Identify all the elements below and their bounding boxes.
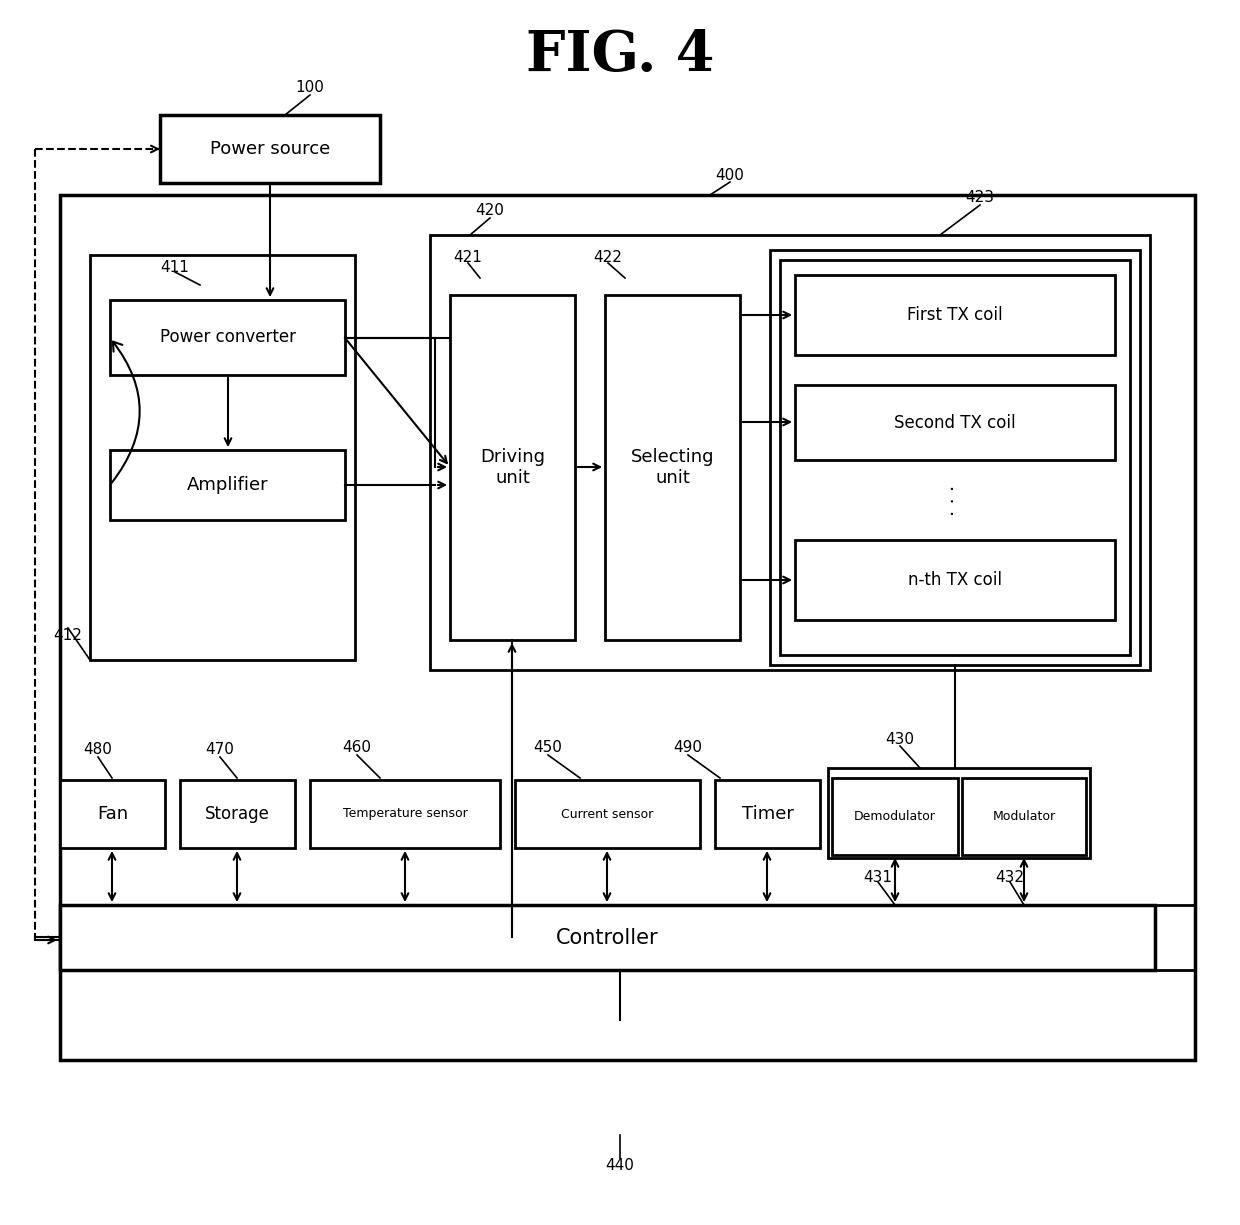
Text: 440: 440 xyxy=(605,1158,635,1172)
Bar xyxy=(770,250,1140,665)
Bar xyxy=(795,274,1115,355)
Text: FIG. 4: FIG. 4 xyxy=(526,27,714,82)
Text: 430: 430 xyxy=(885,733,915,747)
Bar xyxy=(91,255,355,660)
Bar xyxy=(60,195,1195,1060)
Text: 460: 460 xyxy=(342,740,372,756)
Bar xyxy=(310,780,500,848)
Text: Selecting
unit: Selecting unit xyxy=(631,448,714,486)
Text: Power source: Power source xyxy=(210,140,330,158)
Bar xyxy=(110,300,345,375)
Bar xyxy=(962,778,1086,855)
Bar xyxy=(180,780,295,848)
Bar xyxy=(450,295,575,639)
Bar xyxy=(60,780,165,848)
Text: 420: 420 xyxy=(476,202,505,218)
Text: 470: 470 xyxy=(206,742,234,757)
Bar xyxy=(515,780,701,848)
Text: 100: 100 xyxy=(295,81,325,96)
Text: 400: 400 xyxy=(715,168,744,183)
Text: 411: 411 xyxy=(160,261,190,276)
Text: 422: 422 xyxy=(594,250,622,266)
Text: n-th TX coil: n-th TX coil xyxy=(908,571,1002,589)
Text: First TX coil: First TX coil xyxy=(908,306,1003,323)
Bar xyxy=(160,115,379,183)
Text: Storage: Storage xyxy=(205,805,270,823)
Text: Temperature sensor: Temperature sensor xyxy=(342,807,467,821)
Text: 432: 432 xyxy=(996,871,1024,886)
Text: Driving
unit: Driving unit xyxy=(480,448,546,486)
Bar xyxy=(828,768,1090,858)
Text: 412: 412 xyxy=(53,627,82,642)
Text: Controller: Controller xyxy=(557,927,658,947)
Bar xyxy=(110,450,345,519)
Text: 490: 490 xyxy=(673,740,703,756)
Text: Demodulator: Demodulator xyxy=(854,810,936,823)
Text: Current sensor: Current sensor xyxy=(562,807,653,821)
Bar xyxy=(795,385,1115,461)
Text: Timer: Timer xyxy=(742,805,794,823)
Text: 431: 431 xyxy=(863,871,893,886)
Text: · · ·: · · · xyxy=(945,484,965,516)
Text: 450: 450 xyxy=(533,740,563,756)
Bar xyxy=(795,540,1115,620)
Text: 421: 421 xyxy=(454,250,482,266)
Text: 423: 423 xyxy=(966,191,994,206)
Bar xyxy=(715,780,820,848)
Bar xyxy=(780,260,1130,655)
Bar xyxy=(605,295,740,639)
Text: 480: 480 xyxy=(83,742,113,757)
Bar xyxy=(832,778,959,855)
Text: Modulator: Modulator xyxy=(992,810,1055,823)
Text: Power converter: Power converter xyxy=(160,328,295,347)
Bar xyxy=(60,905,1154,970)
FancyArrowPatch shape xyxy=(112,342,140,483)
Text: Second TX coil: Second TX coil xyxy=(894,414,1016,431)
Bar xyxy=(430,235,1149,670)
Text: Fan: Fan xyxy=(97,805,128,823)
Text: Amplifier: Amplifier xyxy=(187,477,268,494)
